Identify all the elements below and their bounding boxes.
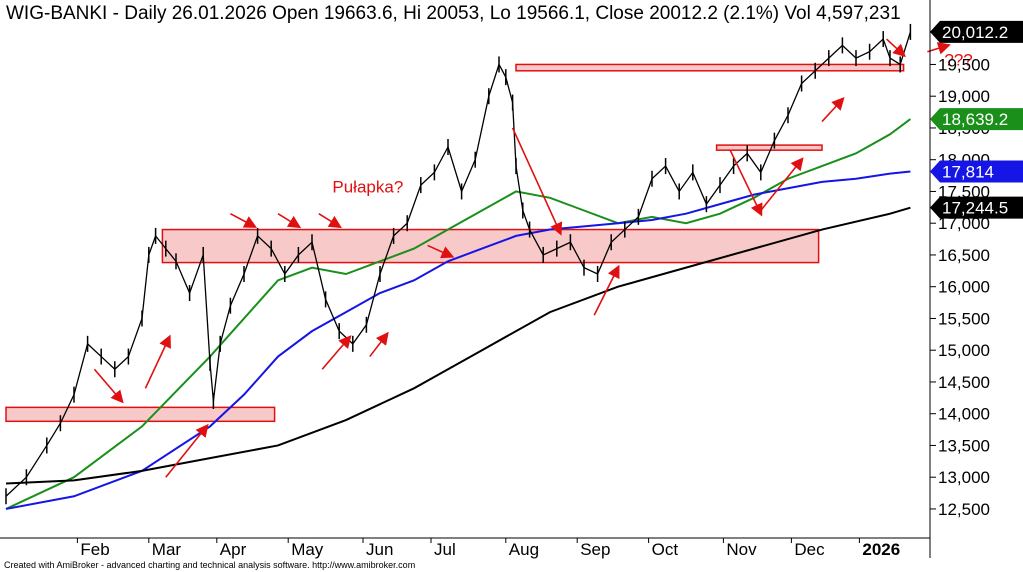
annotation-arrow <box>165 423 209 478</box>
annotation-arrow <box>760 157 804 212</box>
x-tick-label: Dec <box>794 540 825 559</box>
annotation-arrow <box>277 212 302 229</box>
x-tick-label: Sep <box>580 540 610 559</box>
resistance-zone <box>5 406 276 423</box>
x-tick-label: Feb <box>80 540 109 559</box>
annotation-arrow <box>144 334 171 389</box>
plot-area <box>0 0 930 558</box>
annotation-arrow <box>321 335 352 370</box>
moving-average-line <box>5 206 911 485</box>
chart-title: WIG-BANKI - Daily 26.01.2026 Open 19663.… <box>6 3 901 24</box>
x-axis-ticks: Feb Mar Apr May Jun Jul Aug Sep Oct Nov Dec 2026 <box>76 538 900 559</box>
y-tick-label: 16,500 <box>938 246 990 265</box>
annotation-arrow <box>729 149 763 217</box>
y-tick-label: 12,500 <box>938 500 990 519</box>
last-value-label: 18,639.2 <box>942 110 1008 129</box>
x-tick-label: Oct <box>652 540 679 559</box>
annotation-arrow <box>427 244 455 259</box>
y-tick-label: 14,500 <box>938 373 990 392</box>
annotation-arrow <box>369 331 389 358</box>
price-layer <box>5 23 912 505</box>
y-tick-label: 15,500 <box>938 309 990 328</box>
y-tick-label: 19,000 <box>938 87 990 106</box>
annotation-arrow <box>927 42 951 55</box>
y-tick-label: 19,500 <box>938 55 990 74</box>
x-tick-label: Nov <box>726 540 757 559</box>
x-tick-label: May <box>291 540 324 559</box>
x-tick-label: Mar <box>152 540 182 559</box>
x-tick-label: Jun <box>366 540 393 559</box>
credit-line: Created with AmiBroker - advanced charti… <box>4 560 415 570</box>
annotation-arrow <box>593 264 620 316</box>
last-value-label: 17,244.5 <box>942 199 1008 218</box>
annotation-arrow <box>318 212 342 229</box>
annotation-arrow <box>511 127 563 236</box>
annotation-arrow <box>886 38 906 58</box>
last-value-badge <box>930 108 1023 131</box>
series-layer <box>5 118 911 510</box>
last-value-badges: 20,012.2 18,639.2 17,814 17,244.5 <box>930 20 1023 219</box>
x-tick-label: Aug <box>509 540 539 559</box>
annotations-layer: Pułapka???? <box>332 51 972 197</box>
x-tick-label: 2026 <box>862 540 900 559</box>
last-value-badge <box>930 196 1023 219</box>
y-tick-label: 17,000 <box>938 214 990 233</box>
y-tick-label: 16,000 <box>938 278 990 297</box>
last-value-label: 20,012.2 <box>942 23 1008 42</box>
resistance-zone <box>515 63 905 72</box>
last-value-label: 17,814 <box>942 163 994 182</box>
annotation-label: ??? <box>944 51 972 70</box>
annotation-label: Pułapka? <box>332 178 403 197</box>
moving-average-line <box>5 170 911 510</box>
resistance-zone <box>715 144 823 151</box>
last-value-badge <box>930 160 1023 183</box>
y-tick-label: 13,000 <box>938 468 990 487</box>
annotation-arrow <box>821 97 845 123</box>
y-tick-label: 15,000 <box>938 341 990 360</box>
arrows-layer <box>93 38 951 478</box>
last-value-badge <box>930 20 1023 43</box>
moving-average-line <box>5 118 911 510</box>
annotation-arrow <box>93 368 124 404</box>
x-tick-label: Apr <box>220 540 247 559</box>
y-tick-label: 14,000 <box>938 405 990 424</box>
annotation-arrow <box>230 212 258 228</box>
y-tick-label: 13,500 <box>938 436 990 455</box>
x-tick-label: Jul <box>434 540 456 559</box>
price-line <box>5 31 912 497</box>
